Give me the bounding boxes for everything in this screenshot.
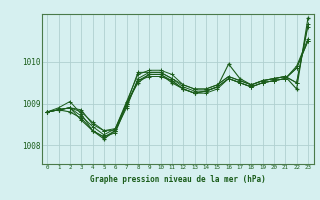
X-axis label: Graphe pression niveau de la mer (hPa): Graphe pression niveau de la mer (hPa) <box>90 175 266 184</box>
